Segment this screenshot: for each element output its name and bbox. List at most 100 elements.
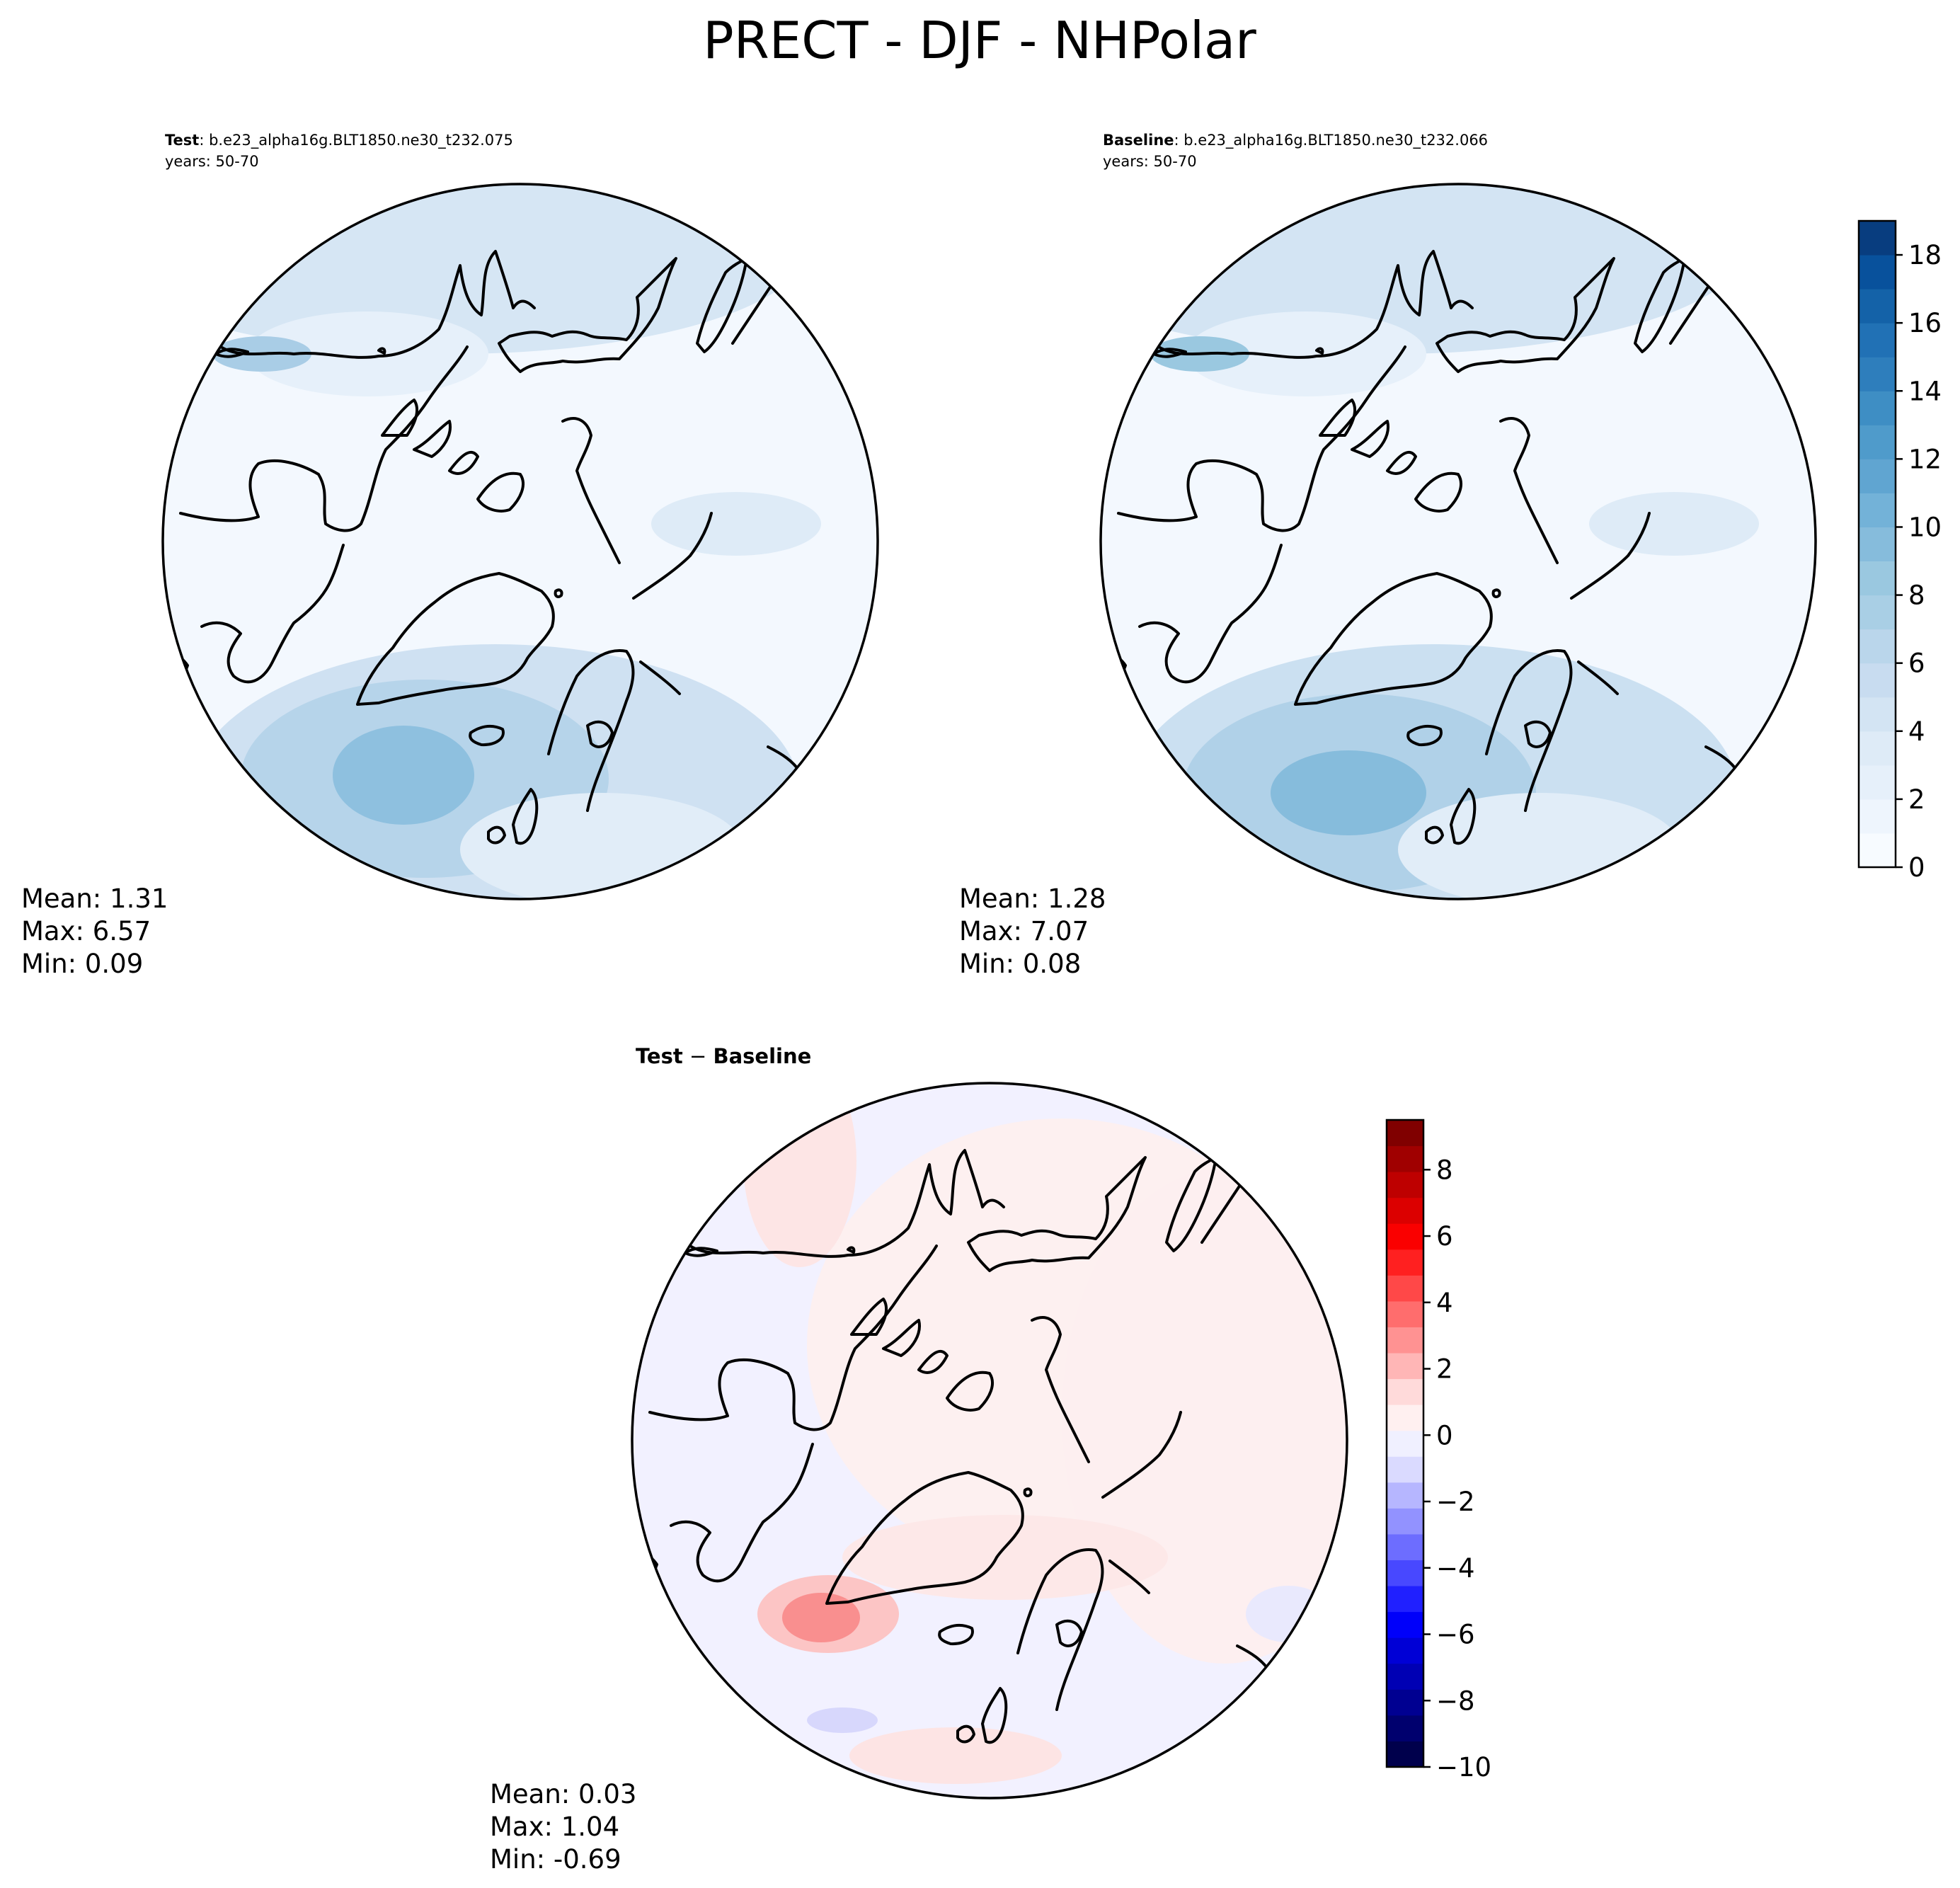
colorbar-precip-tick-label: 4 <box>1908 716 1925 747</box>
map-baseline-boundary <box>1099 183 1817 900</box>
field-diff-east-negative <box>1246 1586 1331 1642</box>
colorbar-precip-tick-label: 2 <box>1908 784 1925 815</box>
colorbar-diff-tick-label: 8 <box>1436 1155 1453 1185</box>
colorbar-diff-level-1 <box>1387 1715 1423 1741</box>
colorbar-precip-level-7 <box>1859 595 1896 630</box>
map-baseline <box>1101 184 1816 899</box>
colorbar-diff-tick-label: −4 <box>1436 1553 1475 1584</box>
colorbar-precip-level-1 <box>1859 799 1896 834</box>
colorbar-diff-level-0 <box>1387 1741 1423 1768</box>
colorbar-precip-level-8 <box>1859 561 1896 596</box>
colorbar-diff-tick-label: −6 <box>1436 1620 1475 1650</box>
colorbar-diff-tick-label: −10 <box>1436 1752 1491 1783</box>
colorbar-diff: −10 −8 −6 −4 −2 0 2 4 6 8 <box>1385 1119 1491 1783</box>
colorbar-diff-level-2 <box>1387 1689 1423 1716</box>
colorbar-diff-level-8 <box>1387 1533 1423 1561</box>
panel-baseline-label: Baseline <box>1103 132 1174 149</box>
colorbar-diff-level-11 <box>1387 1456 1423 1483</box>
stats-baseline-mean: Mean: 1.28 <box>959 883 1106 914</box>
colorbar-precip-tick-label: 8 <box>1908 580 1925 611</box>
colorbar-precip-level-11 <box>1859 459 1896 493</box>
panel-diff-label-right: Baseline <box>713 1044 811 1068</box>
colorbar-diff-level-7 <box>1387 1560 1423 1586</box>
colorbar-precip-level-13 <box>1859 391 1896 425</box>
panel-test-label: Test <box>165 132 199 149</box>
field-diff-negative <box>807 1707 878 1733</box>
panel-baseline-years: years: 50-70 <box>1103 153 1197 170</box>
colorbar-diff-level-5 <box>1387 1611 1423 1638</box>
field-diff-atlantic-core <box>782 1593 860 1642</box>
colorbar-diff-tick-label: 6 <box>1436 1221 1453 1252</box>
stats-baseline-min: Min: 0.08 <box>959 949 1081 979</box>
colorbar-precip-level-12 <box>1859 425 1896 459</box>
colorbar-precip-level-14 <box>1859 357 1896 391</box>
panel-diff: Test − Baseline Mean: 0.03 Max: 1.04 Min… <box>490 1044 1348 1875</box>
stats-test-max: Max: 6.57 <box>21 916 151 946</box>
field-baseline-north-band <box>1101 184 1745 354</box>
colorbar-diff-level-6 <box>1387 1586 1423 1613</box>
colorbar-diff-level-4 <box>1387 1637 1423 1664</box>
colorbar-diff-level-3 <box>1387 1663 1423 1690</box>
colorbar-precip-level-17 <box>1859 255 1896 290</box>
colorbar-precip-tick-label: 14 <box>1908 376 1942 406</box>
field-test-north-band <box>163 184 807 354</box>
panel-baseline-title: Baseline: b.e23_alpha16g.BLT1850.ne30_t2… <box>1103 132 1488 149</box>
colorbar-diff-level-24 <box>1387 1120 1423 1147</box>
colorbar-diff-tick-label: −2 <box>1436 1487 1475 1517</box>
stats-diff-mean: Mean: 0.03 <box>490 1779 636 1809</box>
colorbar-diff-level-20 <box>1387 1223 1423 1250</box>
field-diff-upper-left <box>743 1083 856 1267</box>
panel-baseline: Baseline: b.e23_alpha16g.BLT1850.ne30_t2… <box>959 132 1817 979</box>
colorbar-precip-level-3 <box>1859 731 1896 766</box>
field-diff-south <box>849 1727 1062 1784</box>
colorbar-precip-level-4 <box>1859 697 1896 732</box>
colorbar-diff-level-10 <box>1387 1482 1423 1509</box>
colorbar-diff-level-9 <box>1387 1508 1423 1535</box>
panel-test-title: Test: b.e23_alpha16g.BLT1850.ne30_t232.0… <box>165 132 513 149</box>
panel-baseline-case: : b.e23_alpha16g.BLT1850.ne30_t232.066 <box>1174 132 1489 149</box>
colorbar-diff-level-12 <box>1387 1430 1423 1457</box>
stats-baseline-max: Max: 7.07 <box>959 916 1089 946</box>
field-baseline-pacific <box>1589 492 1759 556</box>
colorbar-diff-level-16 <box>1387 1327 1423 1354</box>
field-baseline-alaska <box>1186 311 1426 396</box>
colorbar-precip-level-15 <box>1859 323 1896 357</box>
colorbar-precip-level-10 <box>1859 493 1896 527</box>
colorbar-precip-tick-label: 18 <box>1908 240 1942 270</box>
field-test-atlantic-core <box>333 726 474 825</box>
colorbar-precip-tick-label: 10 <box>1908 512 1942 542</box>
colorbar-precip-level-16 <box>1859 289 1896 324</box>
map-diff <box>632 1083 1347 1798</box>
panel-diff-label-left: Test <box>636 1044 683 1068</box>
stats-diff-min: Min: -0.69 <box>490 1844 621 1875</box>
colorbar-precip-frame <box>1857 219 1897 869</box>
colorbar-precip-level-9 <box>1859 527 1896 562</box>
colorbar-precip-level-18 <box>1859 221 1896 256</box>
colorbar-diff-level-14 <box>1387 1378 1423 1405</box>
panel-test-case: : b.e23_alpha16g.BLT1850.ne30_t232.075 <box>199 132 513 149</box>
colorbar-precip-tick-label: 16 <box>1908 308 1942 338</box>
colorbar-diff-level-13 <box>1387 1404 1423 1431</box>
map-diff-boundary <box>631 1082 1348 1800</box>
colorbar-precip-tick-label: 12 <box>1908 444 1942 474</box>
colorbar-diff-level-19 <box>1387 1249 1423 1276</box>
colorbar-precip-level-0 <box>1859 833 1896 868</box>
colorbar-precip-level-6 <box>1859 629 1896 664</box>
panel-diff-label-op: − <box>683 1044 713 1068</box>
field-test-alaska <box>248 311 488 396</box>
panel-diff-title: Test − Baseline <box>636 1044 811 1068</box>
colorbar-diff-level-17 <box>1387 1300 1423 1327</box>
panel-test-years: years: 50-70 <box>165 153 259 170</box>
colorbar-diff-frame <box>1385 1119 1425 1768</box>
field-diff-band <box>842 1515 1168 1600</box>
stats-test-mean: Mean: 1.31 <box>21 883 168 914</box>
colorbar-precip-tick-label: 0 <box>1908 852 1925 883</box>
colorbar-diff-tick-label: 0 <box>1436 1420 1453 1451</box>
colorbar-precip-tick-label: 6 <box>1908 648 1925 679</box>
colorbar-precip-level-5 <box>1859 663 1896 698</box>
stats-diff-max: Max: 1.04 <box>490 1812 619 1842</box>
field-test-pacific <box>651 492 821 556</box>
figure-title: PRECT - DJF - NHPolar <box>703 11 1256 70</box>
colorbar-diff-level-22 <box>1387 1172 1423 1198</box>
